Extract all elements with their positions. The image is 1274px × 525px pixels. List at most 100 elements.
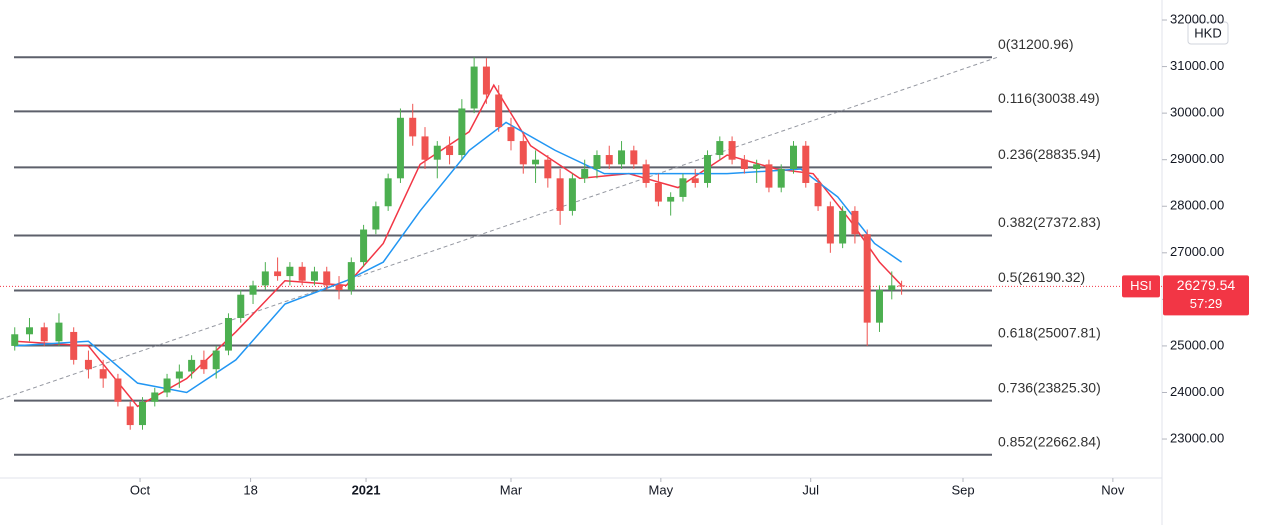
candle-body <box>138 401 146 426</box>
candle-body <box>310 271 318 281</box>
y-tick-label: 30000.00 <box>1170 105 1224 120</box>
candle-body <box>421 136 429 160</box>
fib-label: 0.236(28835.94) <box>998 146 1101 162</box>
x-tick-label: Mar <box>500 482 523 497</box>
fib-label: 0.5(26190.32) <box>998 269 1085 285</box>
candle-body <box>200 359 208 370</box>
candle-body <box>691 178 699 183</box>
candle-body <box>212 350 220 370</box>
candle-body <box>753 164 761 170</box>
y-tick-label: 31000.00 <box>1170 58 1224 73</box>
candle-body <box>458 108 466 156</box>
candle-body <box>507 127 515 142</box>
candle-body <box>163 378 171 393</box>
x-tick-label: Nov <box>1101 482 1125 497</box>
candle-body <box>25 327 33 335</box>
candle-body <box>360 229 368 263</box>
candle-body <box>175 371 183 379</box>
last-price: 26279.54 <box>1177 277 1236 293</box>
fib-label: 0.382(27372.83) <box>998 214 1101 230</box>
moving-average <box>14 83 903 408</box>
x-tick-label: Sep <box>951 482 974 497</box>
candle-body <box>70 331 78 360</box>
candle-body <box>568 178 576 211</box>
candle-body <box>335 285 343 291</box>
candle-body <box>814 182 822 207</box>
candle-body <box>347 262 355 291</box>
candle-body <box>396 117 404 179</box>
currency-box <box>1187 21 1229 45</box>
candle-body <box>532 159 540 165</box>
candle-body <box>716 141 724 156</box>
candle-body <box>11 334 19 346</box>
candle-body <box>790 145 798 170</box>
countdown: 57:29 <box>1190 296 1223 311</box>
candle-body <box>114 378 122 402</box>
candle-body <box>728 141 736 160</box>
candle-body <box>544 159 552 179</box>
candle-body <box>495 94 503 128</box>
candle-body <box>99 369 107 379</box>
candle-body <box>898 285 906 287</box>
candle-body <box>875 290 883 323</box>
candle-body <box>151 392 159 402</box>
symbol-badge <box>1122 275 1160 298</box>
candle-body <box>188 359 196 372</box>
fib-label: 0.116(30038.49) <box>998 90 1100 106</box>
candle-body <box>777 169 785 188</box>
candle-body <box>581 169 589 179</box>
candle-body <box>470 66 478 109</box>
candle-body <box>863 234 871 323</box>
candle-body <box>126 406 134 426</box>
y-tick-label: 23000.00 <box>1170 430 1224 445</box>
x-tick-label: 2021 <box>352 482 381 497</box>
candle-body <box>261 271 269 286</box>
fib-label: 0.852(22662.84) <box>998 433 1101 449</box>
candle-body <box>446 145 454 156</box>
y-tick-label: 32000.00 <box>1170 11 1224 26</box>
candle-body <box>618 150 626 165</box>
fib-label: 0(31200.96) <box>998 36 1074 52</box>
candle-body <box>237 294 245 318</box>
candle-body <box>372 206 380 230</box>
x-tick-label: 18 <box>243 482 257 497</box>
moving-average <box>14 121 903 394</box>
candle-body <box>55 322 63 342</box>
candle-body <box>654 182 662 202</box>
candle-body <box>556 178 564 211</box>
x-tick-label: Jul <box>802 482 819 497</box>
y-tick-label: 27000.00 <box>1170 244 1224 259</box>
candle-body <box>323 271 331 286</box>
y-tick-label: 24000.00 <box>1170 384 1224 399</box>
candle-body <box>802 145 810 183</box>
candle-body <box>605 155 613 165</box>
candle-body <box>888 285 896 291</box>
fib-label: 0.736(23825.30) <box>998 379 1101 395</box>
candle-body <box>667 196 675 202</box>
candle-body <box>642 164 650 183</box>
candle-body <box>851 210 859 235</box>
candle-body <box>224 317 232 351</box>
candle-body <box>249 285 257 295</box>
candle-body <box>826 206 834 244</box>
price-badge <box>1163 275 1249 316</box>
candle-body <box>286 266 294 277</box>
fib-label: 0.618(25007.81) <box>998 324 1101 340</box>
x-tick-label: Oct <box>130 482 151 497</box>
candle-body <box>409 117 417 137</box>
candle-body <box>433 145 441 160</box>
y-tick-label: 28000.00 <box>1170 198 1224 213</box>
candle-body <box>765 164 773 188</box>
candle-body <box>384 178 392 207</box>
candle-body <box>298 266 306 281</box>
candle-body <box>84 359 92 370</box>
candle-body <box>40 327 48 342</box>
candle-body <box>740 159 748 170</box>
candle-body <box>704 155 712 183</box>
symbol: HSI <box>1130 278 1152 293</box>
candle-body <box>274 271 282 277</box>
y-tick-label: 29000.00 <box>1170 151 1224 166</box>
currency: HKD <box>1194 25 1221 40</box>
candle-body <box>630 150 638 165</box>
candle-body <box>519 141 527 165</box>
